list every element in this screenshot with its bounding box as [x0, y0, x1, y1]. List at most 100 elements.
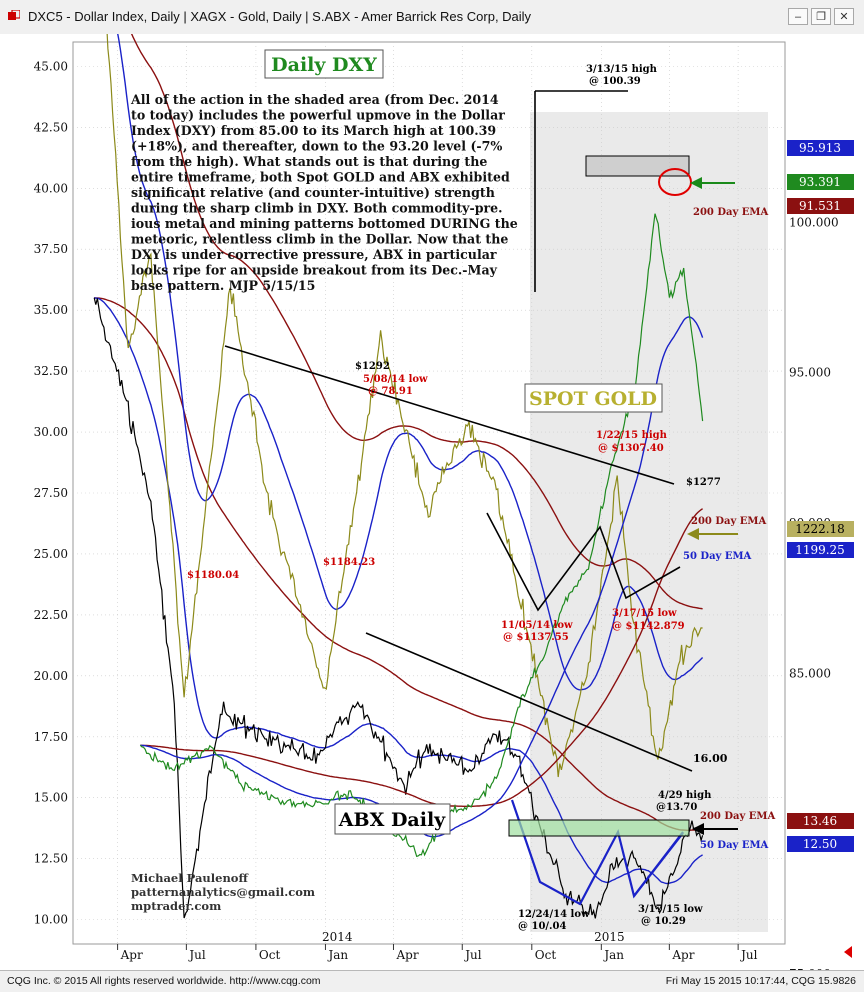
right-tick-label: 100.000: [789, 215, 839, 229]
commentary-line: from the high). What stands out is that …: [131, 154, 487, 169]
price-tag-label: 93.391: [799, 175, 841, 189]
left-tick-label: 25.00: [34, 547, 68, 561]
dxy-resistance-box: [585, 155, 690, 177]
price-tag-label: 12.50: [803, 837, 837, 851]
gold-ema50-line: [108, 0, 704, 691]
commentary-line: DXY is under corrective pressure, ABX in…: [131, 247, 497, 262]
price-tag-label: 1199.25: [795, 543, 845, 557]
gridlines: [73, 42, 785, 944]
annotation-labels: 3/13/15 high @ 100.39 5/08/14 low @ 78.9…: [187, 64, 775, 932]
abx-ema50-line: [94, 297, 703, 885]
abx-trend-label: 16.00: [693, 752, 728, 765]
gold-pattern-line: [486, 512, 681, 612]
gold-trend-label: $1277: [686, 477, 721, 488]
abx-ema50-label: 50 Day EMA: [700, 840, 769, 851]
dxy-low-line1: 5/08/14 low: [363, 374, 428, 385]
abx-low1-line2: @ 10/.04: [518, 921, 566, 932]
x-tick-label: Jul: [187, 948, 206, 962]
signature-name: Michael Paulenoff: [131, 871, 249, 885]
dxy-title: Daily DXY: [271, 54, 377, 76]
gold-high-line1: 1/22/15 high: [596, 430, 668, 441]
price-tag: [787, 140, 854, 156]
abx-ema200-label: 200 Day EMA: [700, 811, 775, 822]
gold-low4-line2: @ $1142.879: [612, 621, 685, 632]
dxy-arrow-icon: [690, 177, 702, 189]
left-tick-label: 10.00: [34, 913, 68, 927]
signature-email: patternanalytics@gmail.com: [131, 885, 315, 899]
left-tick-label: 27.50: [34, 486, 68, 500]
signature: Michael Paulenoff patternanalytics@gmail…: [131, 871, 315, 913]
commentary-line: Index (DXY) from 85.00 to its March high…: [131, 123, 496, 138]
dxy-low-value: $1292: [355, 361, 390, 372]
gold-title: SPOT GOLD: [529, 388, 657, 410]
window-title: DXC5 - Dollar Index, Daily | XAGX - Gold…: [28, 9, 532, 24]
commentary-text: All of the action in the shaded area (fr…: [130, 92, 518, 293]
left-tick-label: 35.00: [34, 303, 68, 317]
gold-ema200-label: 200 Day EMA: [691, 516, 766, 527]
arrow-markers: [687, 177, 738, 835]
close-button[interactable]: ✕: [834, 8, 854, 25]
price-tag: [787, 174, 854, 190]
x-tick-label: Oct: [259, 948, 281, 962]
gold-low1-label: $1180.04: [187, 570, 239, 581]
x-tick-label: Jan: [326, 948, 348, 962]
gold-title-box: [524, 383, 663, 413]
x-tick-label: Jul: [739, 948, 758, 962]
price-tag-label: 95.913: [799, 141, 841, 155]
dxy-circle-marker: [658, 168, 692, 196]
left-tick-label: 22.50: [34, 608, 68, 622]
price-tag: [787, 836, 854, 852]
x-tick-label: Jul: [463, 948, 482, 962]
x-year-label: 2015: [594, 930, 625, 944]
left-tick-label: 32.50: [34, 364, 68, 378]
abx-arrow-icon: [692, 823, 704, 835]
gold-low4-line1: 3/17/15 low: [612, 608, 677, 619]
left-tick-label: 17.50: [34, 730, 68, 744]
scroll-marker-icon[interactable]: [844, 946, 852, 958]
left-tick-label: 12.50: [34, 852, 68, 866]
gold-ema50-label: 50 Day EMA: [683, 551, 752, 562]
left-tick-label: 37.50: [34, 242, 68, 256]
x-tick-label: Apr: [395, 948, 418, 962]
x-tick-label: Oct: [535, 948, 557, 962]
abx-high-line2: @13.70: [656, 802, 697, 813]
gold-low3-line2: @ $1137.55: [503, 632, 569, 643]
commentary-line: meteoric, relentless climb in the Dollar…: [131, 232, 508, 247]
left-tick-label: 40.00: [34, 181, 68, 195]
left-tick-label: 45.00: [34, 59, 68, 73]
abx-price-line: [93, 297, 704, 919]
commentary-line: (+18%), and thereafter, down to the 93.2…: [131, 139, 502, 154]
commentary-line: ious metal and mining patterns bottomed …: [131, 216, 518, 231]
left-tick-label: 15.00: [34, 791, 68, 805]
x-tick-label: Apr: [120, 948, 143, 962]
left-tick-label: 20.00: [34, 669, 68, 683]
price-tag-label: 13.46: [803, 814, 837, 828]
status-right: Fri May 15 2015 10:17:44, CQG 15.9826: [665, 975, 856, 987]
dxy-price-line: [139, 213, 704, 858]
abx-low1-line1: 12/24/14 low: [518, 909, 590, 920]
left-tick-label: 42.50: [34, 120, 68, 134]
app-icon: [8, 10, 20, 20]
price-tag-label: 1222.18: [795, 522, 845, 536]
restore-button[interactable]: ❐: [811, 8, 831, 25]
dxy-low-line2: @ 78.91: [368, 386, 413, 397]
gold-low2-label: $1184.23: [323, 557, 375, 568]
minimize-button[interactable]: ‒: [788, 8, 808, 25]
abx-trendline: [365, 632, 693, 772]
abx-ema200-line: [94, 297, 703, 832]
price-tag: [787, 813, 854, 829]
right-tick-label: 85.000: [789, 666, 831, 680]
commentary-line: to today) includes the powerful upmove i…: [131, 108, 505, 123]
x-tick-label: Apr: [671, 948, 694, 962]
abx-rising-support: [633, 832, 684, 897]
commentary-line: significant relative (and counter-intuit…: [131, 185, 495, 200]
gold-trendline: [224, 345, 675, 485]
commentary-line: during the sharp climb in DXY. Both comm…: [131, 201, 503, 216]
gold-price-line: [104, 0, 703, 778]
status-left: CQG Inc. © 2015 All rights reserved worl…: [7, 975, 321, 987]
commentary-line: entire timeframe, both Spot GOLD and ABX…: [131, 170, 510, 185]
window-titlebar: DXC5 - Dollar Index, Daily | XAGX - Gold…: [0, 0, 864, 35]
trendlines: [224, 90, 693, 772]
